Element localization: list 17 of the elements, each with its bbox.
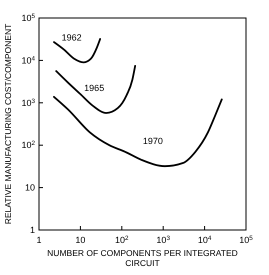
x-tick-label: 1	[36, 235, 42, 245]
y-tick-label: 10	[24, 182, 35, 193]
x-tick-label: 10	[75, 235, 86, 245]
series-label: 1965	[84, 82, 104, 93]
y-axis-title: RELATIVE MANUFACTURING COST/COMPONENT	[3, 24, 13, 224]
series-label: 1970	[142, 136, 163, 146]
y-tick-label: 10$^{4}$	[21, 54, 36, 66]
y-tick-label: 10$^{3}$	[21, 97, 36, 108]
x-tick-label: 10$^{2}$	[115, 234, 130, 245]
x-tick-label: 10$^{5}$	[239, 234, 254, 245]
x-axis-title: NUMBER OF COMPONENTS PER INTEGRATED CIRCUIT	[47, 248, 238, 268]
y-tick-label: 1	[30, 225, 35, 235]
y-tick-label: 10$^{2}$	[21, 140, 36, 150]
x-tick-label: 10$^{4}$	[198, 234, 212, 245]
y-tick-label: 10$^{5}$	[21, 12, 36, 23]
x-tick-label: 10$^{3}$	[156, 234, 170, 245]
series-label: 1962	[62, 32, 82, 42]
